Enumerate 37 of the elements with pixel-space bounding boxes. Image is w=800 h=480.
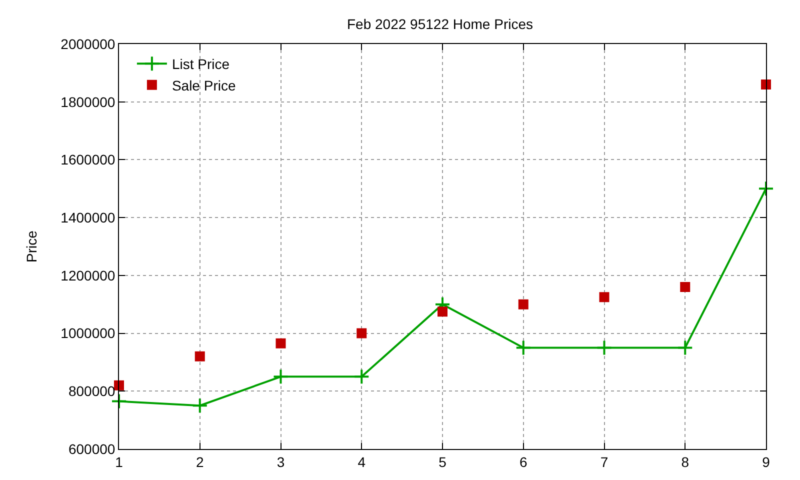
x-tick-label: 7: [600, 454, 608, 470]
point: [518, 299, 528, 310]
point: [761, 80, 771, 90]
point: [114, 380, 124, 390]
legend-label: List Price: [172, 56, 230, 72]
point: [438, 306, 448, 317]
x-tick-label: 6: [519, 454, 528, 470]
y-tick-label: 1800000: [60, 94, 116, 110]
point: [758, 180, 774, 197]
x-tick-label: 8: [681, 454, 690, 470]
y-tick-label: 800000: [68, 383, 116, 400]
x-tick-label: 3: [276, 454, 285, 470]
point: [680, 282, 690, 292]
point: [677, 340, 694, 356]
point: [272, 368, 289, 385]
y-tick-label: 600000: [68, 440, 116, 457]
x-tick-label: 4: [358, 454, 366, 470]
y-tick-label: 1000000: [60, 325, 116, 342]
point: [596, 340, 612, 356]
point: [192, 398, 208, 414]
point: [194, 351, 205, 362]
legend-label: Sale Price: [172, 77, 236, 94]
y-tick-label: 1200000: [60, 267, 116, 284]
x-tick-label: 1: [115, 454, 124, 470]
point: [599, 292, 610, 302]
point: [276, 338, 286, 348]
y-axis-title: Price: [23, 230, 40, 262]
point: [356, 328, 367, 338]
x-tick-label: 9: [762, 454, 770, 470]
chart-title: Feb 2022 95122 Home Prices: [347, 16, 533, 32]
y-tick-label: 1600000: [60, 152, 116, 168]
x-tick-label: 5: [438, 454, 447, 470]
y-tick-label: 2000000: [60, 36, 116, 52]
y-tick-label: 1400000: [60, 209, 116, 226]
point: [354, 368, 370, 385]
x-tick-label: 2: [196, 454, 204, 470]
point: [515, 340, 532, 356]
